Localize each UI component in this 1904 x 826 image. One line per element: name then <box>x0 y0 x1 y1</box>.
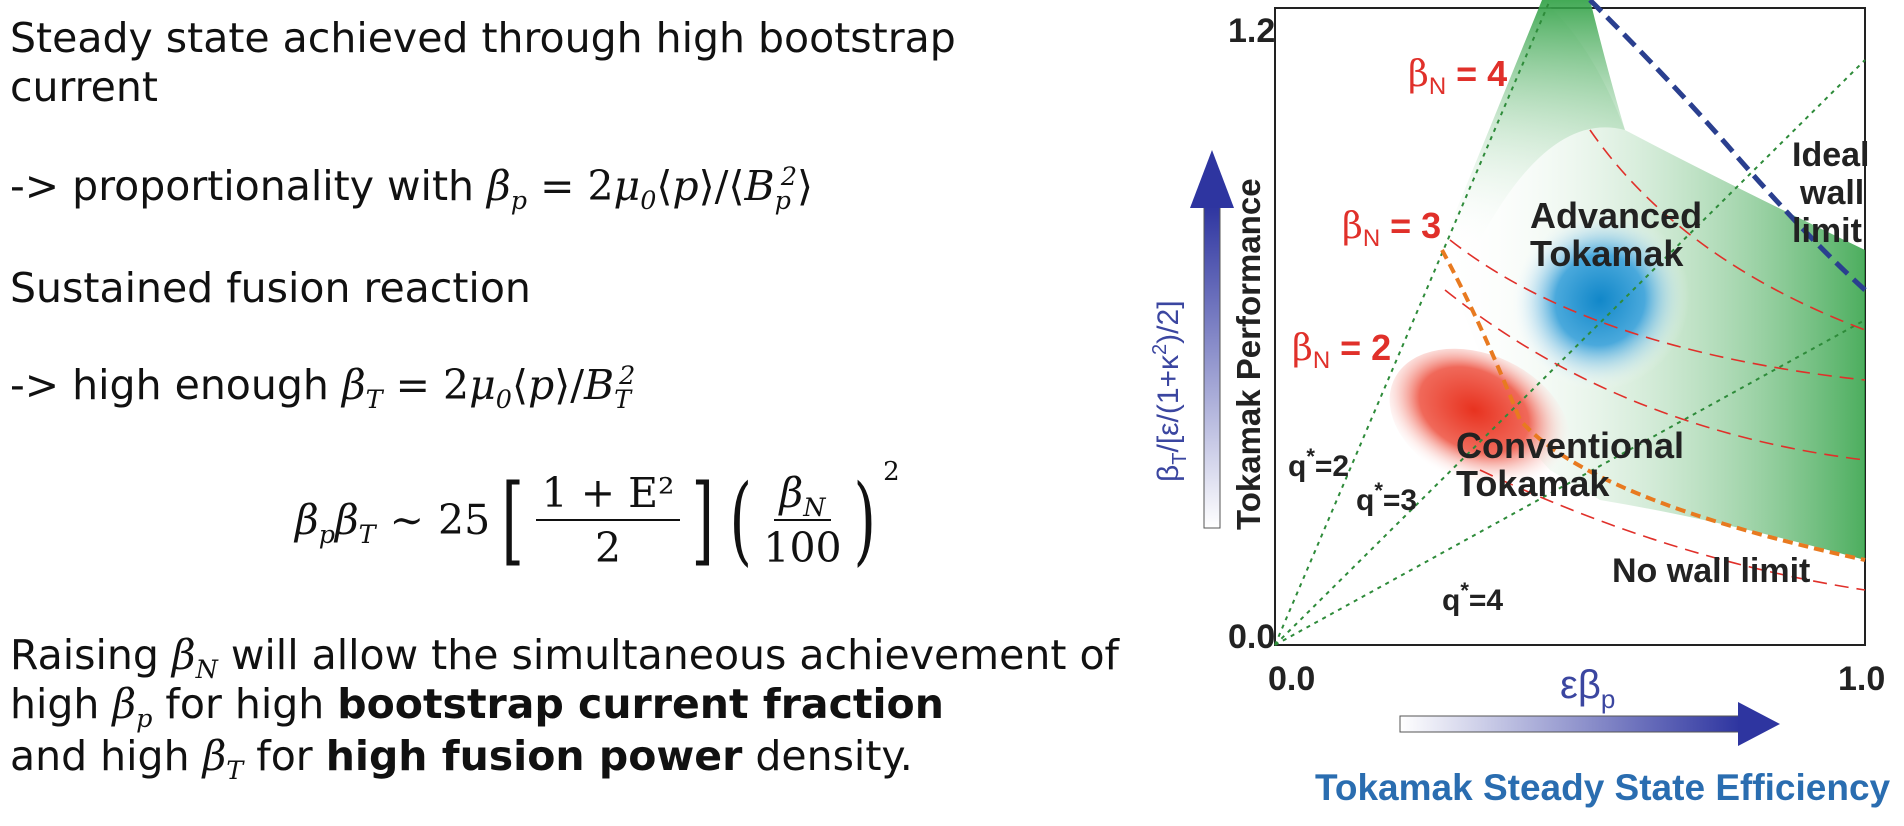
sustained-line: Sustained fusion reaction <box>10 264 531 312</box>
x-arrow-shaft <box>1399 715 1741 733</box>
tokamak-operating-space-figure: 1.2 0.0 0.0 1.0 εβp Tokamak Steady State… <box>1149 0 1891 808</box>
beta-n-fraction: βN 100 <box>763 470 841 571</box>
beta-n-numerator: βN <box>773 470 832 521</box>
beta-n-curve-3 <box>1444 289 1866 461</box>
beta-n-3-label: βN = 3 <box>1342 205 1441 252</box>
y-axis-label: βT/[ε/(1+κ2)/2] <box>1149 300 1191 482</box>
no-wall-limit-curve <box>1440 249 1866 562</box>
conclusion-line-1: Raising βN will allow the simultaneous a… <box>10 631 1119 685</box>
equation-power: 2 <box>883 457 900 487</box>
x-arrow-head <box>1738 702 1780 746</box>
beta-n-denominator: 100 <box>763 523 842 572</box>
proportionality-line: -> proportionality with βp = 2μ0⟨p⟩/⟨Bp2… <box>10 161 814 216</box>
beta-n-4-label: βN = 4 <box>1408 53 1507 100</box>
advanced-tokamak-region <box>1510 209 1690 391</box>
advanced-tokamak-label: Advanced Tokamak <box>1530 195 1702 274</box>
equation-coefficient: 25 <box>437 496 491 544</box>
beta-t-definition: βT = 2μ0⟨p⟩/BT2 <box>341 360 636 415</box>
ideal-wall-limit-curve <box>1588 0 1867 292</box>
intro-line-2: current <box>10 63 158 111</box>
y-tick-top: 1.2 <box>1228 12 1275 50</box>
beta-p-definition: βp = 2μ0⟨p⟩/⟨Bp2⟩ <box>487 161 814 216</box>
q-star-2-label: q*=2 <box>1288 444 1349 483</box>
q-star-4-label: q*=4 <box>1442 578 1503 617</box>
q-star-lines <box>1274 0 1866 646</box>
intro-line-1: Steady state achieved through high boots… <box>10 14 956 62</box>
fusion-power-emphasis: high fusion power <box>325 732 743 780</box>
q-star-line-4 <box>1274 319 1866 646</box>
elongation-denominator: 2 <box>595 523 622 572</box>
x-arrow-label: Tokamak Steady State Efficiency <box>1315 767 1891 808</box>
x-tick-left: 0.0 <box>1268 660 1315 698</box>
proportionality-label: -> proportionality with <box>10 162 488 210</box>
q-star-line-3 <box>1274 59 1866 646</box>
conventional-tokamak-label: Conventional Tokamak <box>1456 425 1684 504</box>
y-tick-bottom: 0.0 <box>1228 618 1275 656</box>
high-enough-line: -> high enough βT = 2μ0⟨p⟩/BT2 <box>10 360 636 415</box>
beta-n-curve-2 <box>1449 239 1866 381</box>
beta-n-curve-4 <box>1479 469 1866 591</box>
beta-n-curve-5 <box>1589 129 1866 331</box>
high-enough-label: -> high enough <box>10 361 342 409</box>
beta-product-equation: βpβT ∼ 25 [ 1 + E² 2 ] ( βN 100 ) 2 <box>295 457 900 576</box>
x-axis-label: εβp <box>1560 663 1615 714</box>
beta-n-2-label: βN = 2 <box>1292 327 1391 374</box>
conclusion-line-3: and high βT for high fusion power densit… <box>10 732 913 786</box>
green-upper-region <box>1440 0 1625 250</box>
elongation-fraction: 1 + E² 2 <box>535 470 681 572</box>
elongation-numerator: 1 + E² <box>535 470 681 521</box>
y-arrow-label: Tokamak Performance <box>1230 178 1267 530</box>
x-tick-right: 1.0 <box>1838 660 1885 698</box>
y-arrow-head <box>1190 150 1234 208</box>
bootstrap-fraction-emphasis: bootstrap current fraction <box>337 680 944 728</box>
ideal-wall-label: Ideal wall limit <box>1792 136 1869 250</box>
conclusion-line-2: high βp for high bootstrap current fract… <box>10 680 944 734</box>
conventional-tokamak-region <box>1389 348 1571 492</box>
no-wall-label: No wall limit <box>1612 552 1810 590</box>
y-arrow-shaft <box>1203 205 1221 529</box>
beta-n-curves <box>1444 129 1866 591</box>
q-star-3-label: q*=3 <box>1356 478 1417 517</box>
